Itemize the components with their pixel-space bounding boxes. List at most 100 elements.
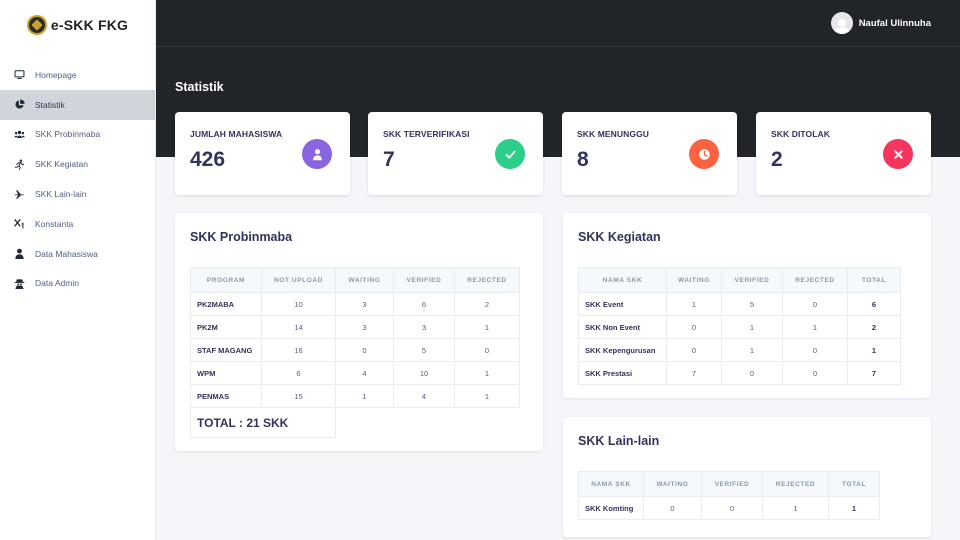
avatar-user-icon [833,18,850,34]
table-cell: 3 [335,292,394,316]
table-cell: WPM [190,361,262,385]
table-cell: 0 [782,361,848,385]
table-cell: 4 [335,361,394,385]
subscript-icon [14,218,25,229]
table-cell: 2 [454,292,520,316]
sidebar-item-data-admin[interactable]: Data Admin [0,269,155,299]
column-header: TOTAL [847,267,901,293]
table-cell: 1 [721,315,783,339]
table-row: SKK Kepengurusan 0 1 0 1 [578,338,901,362]
sidebar-item-label: SKK Probinmaba [35,129,101,140]
sidebar-item-label: Homepage [35,69,77,80]
brand[interactable]: e-SKK FKG [0,0,155,50]
table-cell: SKK Non Event [578,315,667,339]
sidebar-item-homepage[interactable]: Homepage [0,60,155,90]
table-cell: 0 [782,292,848,316]
stat-card-skk-menunggu: SKK MENUNGGU 8 [562,112,737,195]
column-header: WAITING [335,267,394,293]
sidebar-item-skk-probinmaba[interactable]: SKK Probinmaba [0,120,155,150]
clock-icon [689,139,719,169]
table-cell: 10 [393,361,455,385]
table-cell: 6 [393,292,455,316]
table-row: SKK Prestasi 7 0 0 7 [578,361,901,385]
sidebar-nav: Homepage Statistik SKK Probinmaba SKK Ke… [0,60,155,298]
sidebar: e-SKK FKG Homepage Statistik SKK Probinm… [0,0,156,540]
table-cell: SKK Komting [578,496,644,520]
sidebar-item-statistik[interactable]: Statistik [0,89,155,120]
table-row: STAF MAGANG 16 0 5 0 [190,338,520,362]
table-cell: SKK Prestasi [578,361,667,385]
table-cell: 1 [721,338,783,362]
panel-skk-lain-lain: SKK Lain-lain NAMA SKK WAITING VERIFIED … [563,417,931,537]
stat-card-skk-ditolak: SKK DITOLAK 2 [756,112,931,195]
table-header-row: PROGRAM NOT UPLOAD WAITING VERIFIED REJE… [190,267,520,293]
users-icon [14,129,25,140]
table-cell: 4 [393,384,455,408]
table-cell: 5 [721,292,783,316]
column-header: PROGRAM [190,267,262,293]
probinmaba-table: PROGRAM NOT UPLOAD WAITING VERIFIED REJE… [190,267,520,438]
table-row: WPM 6 4 10 1 [190,361,520,385]
table-cell: 0 [335,338,394,362]
sidebar-item-konstanta[interactable]: Konstanta [0,209,155,239]
sidebar-item-label: Data Admin [35,278,79,289]
panel-title: SKK Kegiatan [578,230,661,244]
table-cell: 0 [782,338,848,362]
stat-value: 2 [771,148,783,171]
table-cell: 14 [261,315,336,339]
sidebar-item-skk-kegiatan[interactable]: SKK Kegiatan [0,149,155,179]
table-cell: PK2MABA [190,292,262,316]
brand-name: e-SKK FKG [50,17,129,33]
university-logo-icon [26,15,47,35]
table-cell: SKK Kepengurusan [578,338,667,362]
table-cell: 0 [701,496,763,520]
table-cell: 10 [261,292,336,316]
user-icon [302,139,332,169]
column-header: NOT UPLOAD [261,267,336,293]
sidebar-item-label: Statistik [35,99,65,110]
sidebar-item-data-mahasiswa[interactable]: Data Mahasiswa [0,239,155,269]
plane-icon [14,189,25,200]
table-row: SKK Non Event 0 1 1 2 [578,315,901,339]
table-cell: 1 [454,384,520,408]
table-cell: 1 [454,315,520,339]
column-header: REJECTED [782,267,848,293]
table-cell: 0 [666,315,722,339]
sidebar-item-label: SKK Kegiatan [35,159,88,170]
sidebar-item-label: Konstanta [35,218,74,229]
column-header: REJECTED [454,267,520,293]
user-name[interactable]: Naufal Ulinnuha [858,17,931,29]
column-header: NAMA SKK [578,267,667,293]
panel-title: SKK Probinmaba [190,230,293,244]
table-cell: 6 [261,361,336,385]
table-cell: PENMAS [190,384,262,408]
page-title: Statistik [175,80,224,94]
table-row: SKK Event 1 5 0 6 [578,292,901,316]
stat-card-skk-terverifikasi: SKK TERVERIFIKASI 7 [368,112,543,195]
user-icon [14,248,25,260]
table-cell: 15 [261,384,336,408]
sidebar-item-skk-lain-lain[interactable]: SKK Lain-lain [0,179,155,209]
sidebar-item-label: SKK Lain-lain [35,189,87,200]
stat-card-jumlah-mahasiswa: JUMLAH MAHASISWA 426 [175,112,350,195]
stat-value: 8 [577,148,589,171]
check-icon [495,139,525,169]
close-icon [883,139,913,169]
column-header: NAMA SKK [578,471,644,497]
table-cell: 1 [335,384,394,408]
lainlain-table: NAMA SKK WAITING VERIFIED REJECTED TOTAL… [578,471,880,520]
running-icon [14,159,25,170]
table-cell: 3 [335,315,394,339]
stat-label: SKK DITOLAK [771,129,831,139]
stat-label: JUMLAH MAHASISWA [190,129,283,139]
panel-skk-probinmaba: SKK Probinmaba PROGRAM NOT UPLOAD WAITIN… [175,213,543,451]
panel-skk-kegiatan: SKK Kegiatan NAMA SKK WAITING VERIFIED R… [563,213,931,398]
table-cell: 1 [847,338,901,362]
avatar[interactable] [830,12,853,34]
topbar: Naufal Ulinnuha [156,0,960,47]
table-cell: 16 [261,338,336,362]
stat-label: SKK MENUNGGU [577,129,650,139]
pie-chart-icon [14,99,25,110]
table-cell: 3 [393,315,455,339]
table-cell: 6 [847,292,901,316]
